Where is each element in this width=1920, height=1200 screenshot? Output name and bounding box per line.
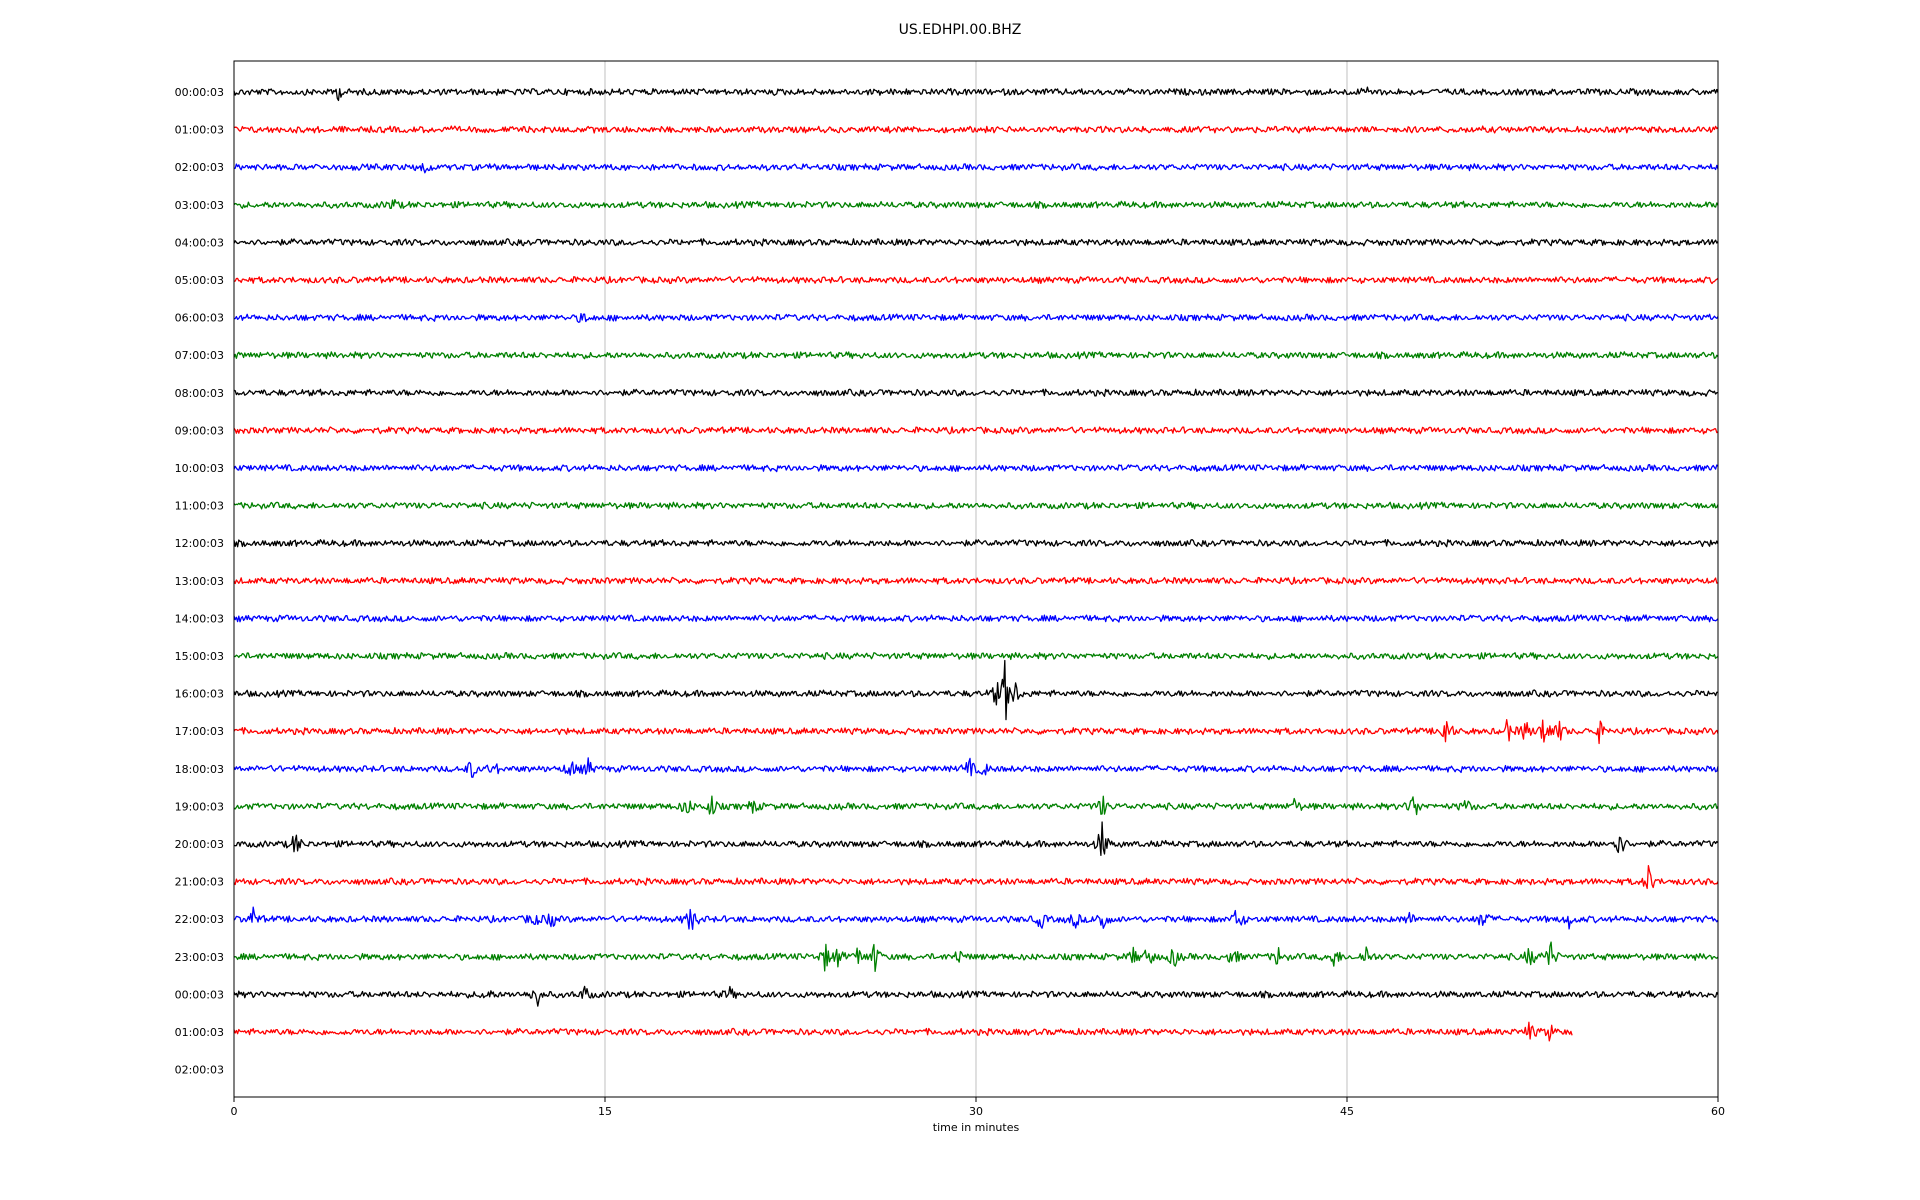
trace-line <box>233 238 1719 247</box>
row-time-label: 13:00:03 <box>175 575 224 588</box>
trace-line <box>233 312 1719 323</box>
trace-line <box>233 538 1719 548</box>
trace-line <box>233 757 1719 778</box>
x-tick-label: 30 <box>969 1105 983 1118</box>
row-time-label: 02:00:03 <box>175 1064 224 1077</box>
trace-line <box>233 985 1719 1007</box>
row-time-label: 22:00:03 <box>175 913 224 926</box>
trace-line <box>233 576 1719 585</box>
x-tick-label: 60 <box>1711 1105 1725 1118</box>
trace-line <box>233 864 1719 890</box>
trace-line <box>233 86 1719 102</box>
trace-line <box>233 659 1719 721</box>
trace-line <box>233 125 1719 134</box>
chart-title: US.EDHPI.00.BHZ <box>898 22 1022 38</box>
trace-line <box>233 351 1719 360</box>
trace-line <box>233 1021 1573 1042</box>
row-time-label: 02:00:03 <box>175 161 224 174</box>
row-time-label: 21:00:03 <box>175 876 224 889</box>
row-time-label: 14:00:03 <box>175 612 224 625</box>
trace-line <box>233 275 1719 285</box>
row-time-label: 01:00:03 <box>175 1026 224 1039</box>
row-time-label: 18:00:03 <box>175 763 224 776</box>
row-time-label: 19:00:03 <box>175 800 224 813</box>
x-tick-label: 45 <box>1340 1105 1354 1118</box>
row-time-label: 09:00:03 <box>175 424 224 437</box>
trace-line <box>233 198 1719 210</box>
row-time-label: 12:00:03 <box>175 537 224 550</box>
x-tick-label: 15 <box>598 1105 612 1118</box>
row-time-label: 08:00:03 <box>175 387 224 400</box>
trace-line <box>233 906 1719 930</box>
trace-line <box>233 501 1719 510</box>
row-time-label: 23:00:03 <box>175 951 224 964</box>
row-time-label: 15:00:03 <box>175 650 224 663</box>
trace-line <box>233 795 1719 816</box>
trace-line <box>233 941 1719 973</box>
row-time-label: 06:00:03 <box>175 312 224 325</box>
trace-line <box>233 162 1719 174</box>
trace-line <box>233 719 1719 745</box>
trace-line <box>233 651 1719 661</box>
row-time-label: 05:00:03 <box>175 274 224 287</box>
row-time-label: 00:00:03 <box>175 988 224 1001</box>
trace-line <box>233 426 1719 435</box>
row-time-label: 01:00:03 <box>175 124 224 137</box>
row-time-label: 11:00:03 <box>175 500 224 513</box>
x-tick-label: 0 <box>231 1105 238 1118</box>
trace-line <box>233 821 1719 856</box>
row-time-label: 04:00:03 <box>175 236 224 249</box>
trace-line <box>233 463 1719 473</box>
x-axis-label: time in minutes <box>933 1121 1020 1134</box>
row-time-label: 03:00:03 <box>175 199 224 212</box>
trace-line <box>233 614 1719 623</box>
trace-line <box>233 388 1718 397</box>
row-time-label: 00:00:03 <box>175 86 224 99</box>
row-time-label: 16:00:03 <box>175 688 224 701</box>
row-time-label: 20:00:03 <box>175 838 224 851</box>
row-time-label: 17:00:03 <box>175 725 224 738</box>
row-time-label: 07:00:03 <box>175 349 224 362</box>
row-time-label: 10:00:03 <box>175 462 224 475</box>
